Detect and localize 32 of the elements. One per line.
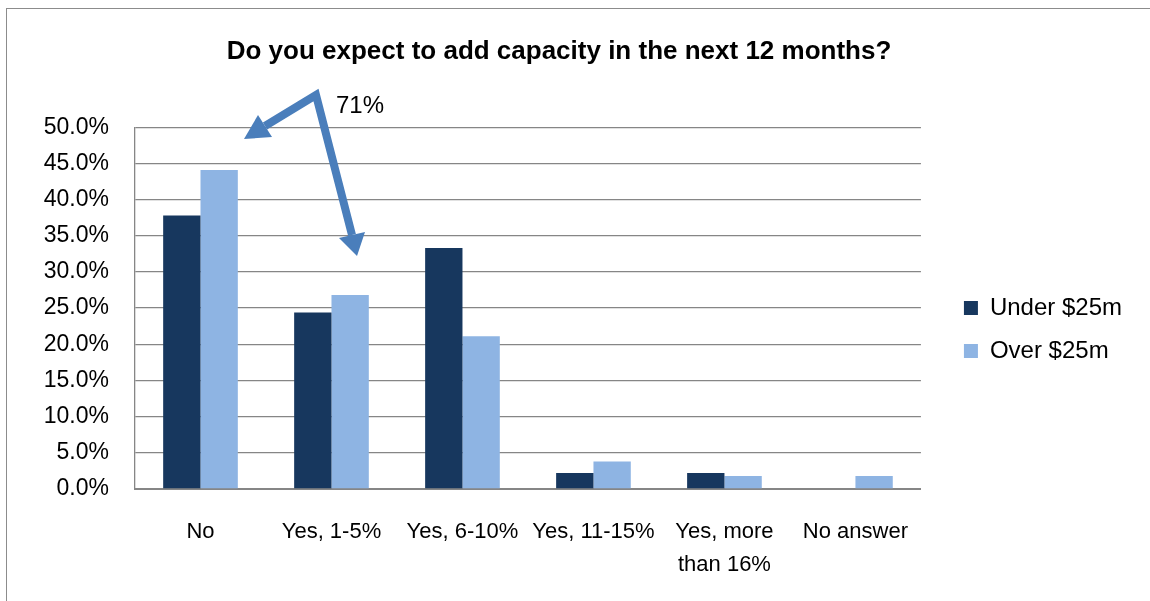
legend-label: Over $25m [989,335,1109,363]
y-tick-label: 25.0% [43,293,109,320]
x-tick-label: No [186,517,215,543]
bar [724,475,762,489]
bar [425,248,463,489]
chart-title: Do you expect to add capacity in the next 12 months? [226,34,892,65]
y-tick-label: 30.0% [43,257,109,284]
bar [687,473,725,489]
x-tick-label: Yes, more than 16% [675,517,774,576]
bar [556,473,594,489]
bar [294,312,332,489]
bar [331,295,369,489]
x-tick-label: Yes, 6-10% [406,517,519,543]
y-tick-label: 45.0% [43,148,109,175]
y-tick-label: 50.0% [43,112,109,139]
y-tick-label: 10.0% [43,401,109,428]
y-tick-label: 5.0% [56,438,109,465]
y-tick-label: 15.0% [43,365,109,392]
x-tick-label: No answer [802,517,909,543]
bar [855,475,893,489]
x-tick-label: Yes, 1-5% [281,517,382,543]
bar [200,169,238,489]
legend-label: Under $25m [989,292,1123,320]
bar [163,215,201,489]
y-tick-label: 20.0% [43,329,109,356]
bar [462,336,500,489]
y-tick-label: 40.0% [43,184,109,211]
bar [593,461,631,489]
y-tick-label: 0.0% [56,474,109,501]
text: 71% [336,90,385,118]
x-tick-label: Yes, 11-15% [532,517,655,543]
y-tick-label: 35.0% [43,221,109,248]
